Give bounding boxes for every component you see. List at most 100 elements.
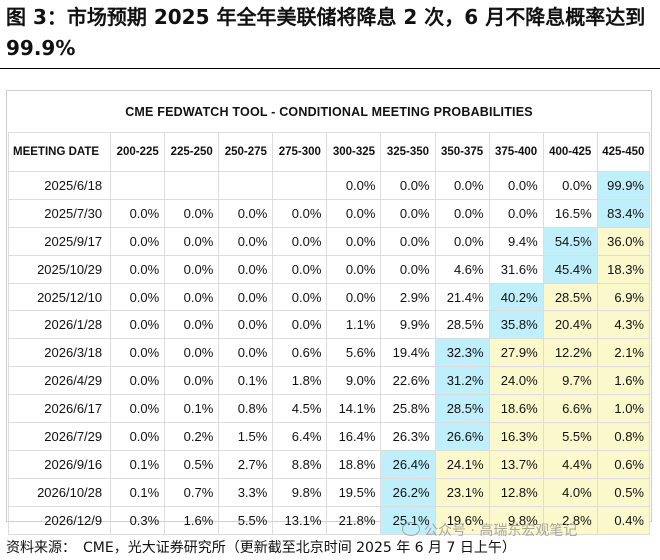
probability-cell: 0.0% xyxy=(110,198,166,228)
table-row: 2026/9/16 0.1% 0.5% 2.7% 8.8% 18.8% 26.4% 24.1%… xyxy=(7,449,651,479)
probability-cell: 18.8% xyxy=(326,449,382,479)
probability-cell: 0.8% xyxy=(596,422,651,451)
probability-cell xyxy=(164,171,220,200)
probability-cell: 26.3% xyxy=(380,422,436,451)
column-header-rate-range: 275-300 xyxy=(272,132,328,172)
probability-cell: 5.5% xyxy=(218,505,274,535)
column-header-rate-range: 250-275 xyxy=(218,132,274,172)
probability-cell: 3.3% xyxy=(218,477,274,507)
probability-cell: 8.8% xyxy=(272,449,328,479)
probability-cell: 6.4% xyxy=(272,422,328,451)
table-row: 2025/9/17 0.0% 0.0% 0.0% 0.0% 0.0% 0.0% 0.0% 9.4… xyxy=(7,226,651,256)
probability-cell: 6.9% xyxy=(596,282,651,312)
probability-cell: 0.0% xyxy=(380,198,436,228)
probability-cell: 19.4% xyxy=(380,338,436,368)
probability-cell: 1.6% xyxy=(596,366,651,396)
probability-cell: 0.1% xyxy=(110,477,166,507)
probability-cell: 0.0% xyxy=(218,198,274,228)
probability-cell: 28.5% xyxy=(434,394,490,424)
probability-cell xyxy=(218,171,274,200)
probability-cell: 0.5% xyxy=(596,477,651,507)
column-header-rate-range: 225-250 xyxy=(164,132,220,172)
probability-cell: 2.1% xyxy=(596,338,651,368)
meeting-date-cell: 2025/10/29 xyxy=(7,254,112,284)
column-header-rate-range: 200-225 xyxy=(110,132,166,172)
meeting-date-cell: 2026/10/28 xyxy=(7,477,112,507)
probability-cell: 9.4% xyxy=(488,226,544,256)
probability-cell: 0.6% xyxy=(596,449,651,479)
probability-cell: 26.6% xyxy=(434,422,490,451)
probability-cell: 0.4% xyxy=(596,505,651,535)
table-row: 2026/12/9 0.3% 1.6% 5.5% 13.1% 21.8% 25.1% 19.6… xyxy=(7,505,651,535)
meeting-date-cell: 2026/3/18 xyxy=(7,338,112,368)
probability-cell: 12.2% xyxy=(542,338,598,368)
table-header-row: MEETING DATE 200-225 225-250 250-275 275-300… xyxy=(7,132,651,172)
meeting-date-cell: 2026/4/29 xyxy=(7,366,112,396)
probability-cell: 28.5% xyxy=(542,282,598,312)
probability-cell: 26.2% xyxy=(380,477,436,507)
probability-cell: 0.2% xyxy=(164,422,220,451)
probability-cell: 0.0% xyxy=(326,171,382,200)
probability-cell: 4.4% xyxy=(542,449,598,479)
probability-cell xyxy=(110,171,166,200)
probability-cell: 1.1% xyxy=(326,310,382,340)
probability-cell: 19.5% xyxy=(326,477,382,507)
probability-cell: 0.0% xyxy=(164,254,220,284)
table-body: 2025/6/18 0.0% 0.0% 0.0% 0.0% 0.0% 99.9% 2025/7… xyxy=(7,171,651,535)
probability-cell: 9.8% xyxy=(488,505,544,535)
probability-cell: 16.3% xyxy=(488,422,544,451)
probability-cell: 18.6% xyxy=(488,394,544,424)
probability-cell: 4.5% xyxy=(272,394,328,424)
probability-cell: 2.9% xyxy=(380,282,436,312)
probability-cell: 0.0% xyxy=(326,282,382,312)
probability-cell xyxy=(272,171,328,200)
probability-cell: 0.0% xyxy=(110,366,166,396)
probability-cell: 0.0% xyxy=(110,310,166,340)
meeting-date-cell: 2025/12/10 xyxy=(7,282,112,312)
probability-cell: 0.0% xyxy=(272,226,328,256)
column-header-rate-range: 350-375 xyxy=(434,132,490,172)
probability-cell: 0.0% xyxy=(488,198,544,228)
probability-cell: 24.1% xyxy=(434,449,490,479)
column-header-rate-range: 300-325 xyxy=(326,132,382,172)
probability-cell: 0.0% xyxy=(218,310,274,340)
probability-cell: 0.0% xyxy=(164,198,220,228)
fedwatch-probability-table: CME FEDWATCH TOOL - CONDITIONAL MEETING … xyxy=(7,92,651,535)
probability-cell: 35.8% xyxy=(488,310,544,340)
probability-cell: 16.4% xyxy=(326,422,382,451)
probability-cell: 24.0% xyxy=(488,366,544,396)
probability-cell: 32.3% xyxy=(434,338,490,368)
probability-cell: 0.0% xyxy=(110,254,166,284)
probability-cell: 0.0% xyxy=(164,366,220,396)
probability-cell: 9.0% xyxy=(326,366,382,396)
probability-cell: 21.8% xyxy=(326,505,382,535)
probability-cell: 1.8% xyxy=(272,366,328,396)
meeting-date-cell: 2026/1/28 xyxy=(7,310,112,340)
table-row: 2025/6/18 0.0% 0.0% 0.0% 0.0% 0.0% 99.9% xyxy=(7,171,651,200)
probability-cell: 0.0% xyxy=(218,282,274,312)
probability-cell: 9.8% xyxy=(272,477,328,507)
probability-cell: 13.1% xyxy=(272,505,328,535)
probability-cell: 99.9% xyxy=(596,171,651,200)
table-row: 2025/7/30 0.0% 0.0% 0.0% 0.0% 0.0% 0.0% 0.0% 0.0… xyxy=(7,198,651,228)
probability-cell: 0.0% xyxy=(164,282,220,312)
probability-cell: 0.0% xyxy=(218,226,274,256)
meeting-date-cell: 2025/6/18 xyxy=(7,171,112,200)
table-row: 2025/10/29 0.0% 0.0% 0.0% 0.0% 0.0% 0.0% 4.6% 31… xyxy=(7,254,651,284)
probability-cell: 0.0% xyxy=(326,254,382,284)
probability-cell: 4.0% xyxy=(542,477,598,507)
probability-cell: 2.7% xyxy=(218,449,274,479)
table-row: 2026/7/29 0.0% 0.2% 1.5% 6.4% 16.4% 26.3% 26.6%… xyxy=(7,422,651,451)
probability-cell: 22.6% xyxy=(380,366,436,396)
table-row: 2026/10/28 0.1% 0.7% 3.3% 9.8% 19.5% 26.2% 23.1… xyxy=(7,477,651,507)
probability-cell: 0.0% xyxy=(164,338,220,368)
probability-cell: 0.0% xyxy=(326,198,382,228)
probability-cell: 0.0% xyxy=(434,198,490,228)
probability-cell: 1.0% xyxy=(596,394,651,424)
probability-cell: 5.6% xyxy=(326,338,382,368)
meeting-date-cell: 2026/9/16 xyxy=(7,449,112,479)
probability-cell: 2.8% xyxy=(542,505,598,535)
watermark: 公众号 · 高瑞东宏观笔记 xyxy=(402,520,577,540)
probability-cell: 0.0% xyxy=(488,171,544,200)
probability-cell: 5.5% xyxy=(542,422,598,451)
